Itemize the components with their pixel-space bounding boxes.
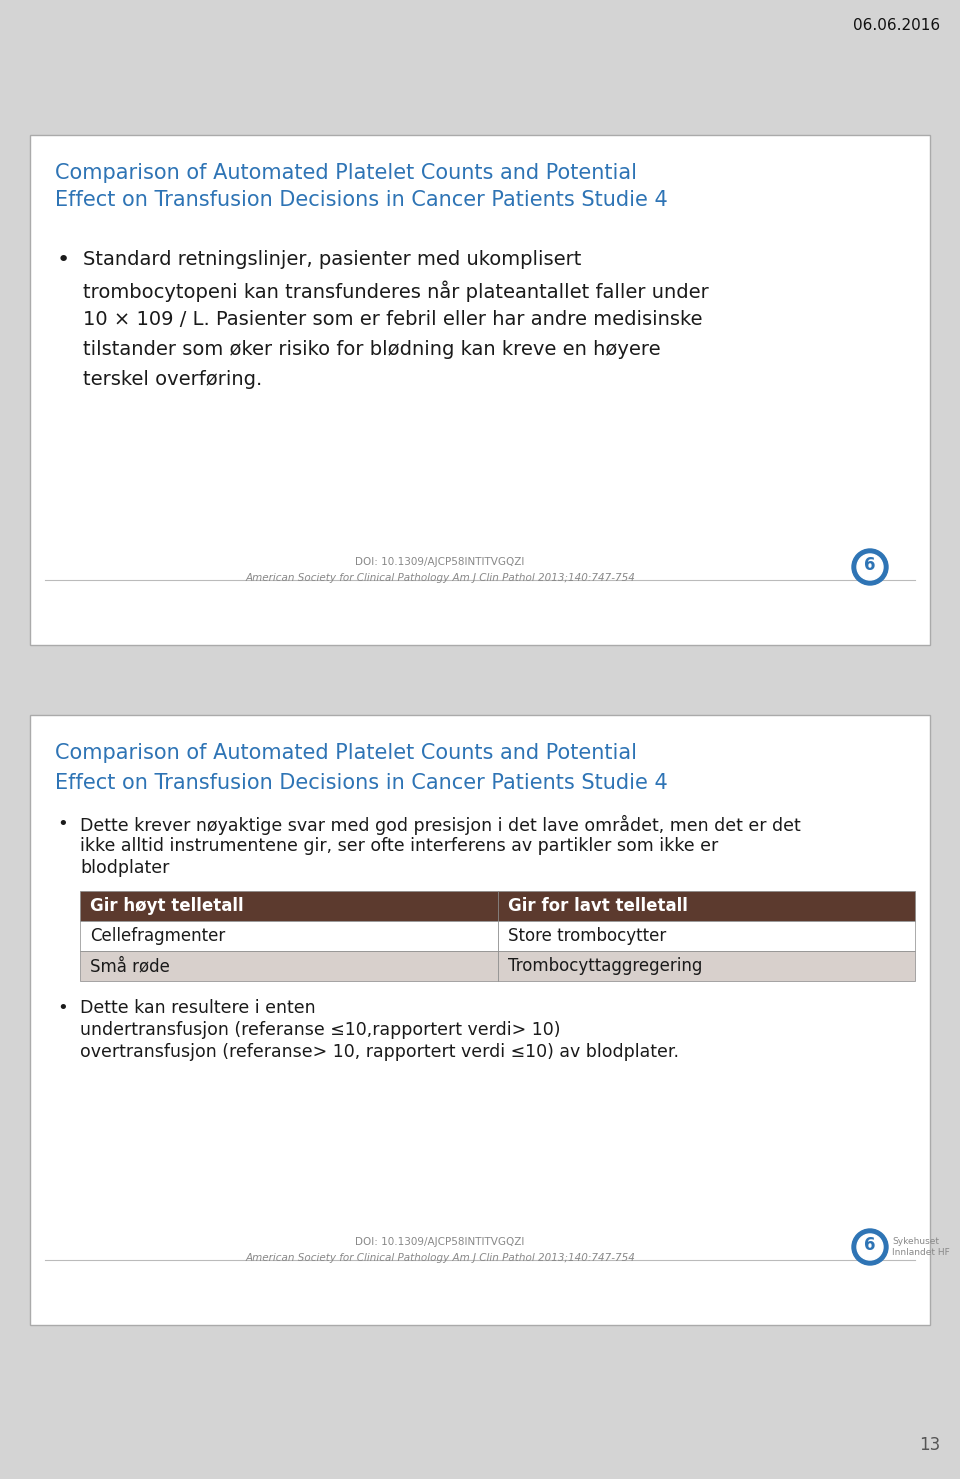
Text: DOI: 10.1309/AJCP58INTITVGQZI: DOI: 10.1309/AJCP58INTITVGQZI (355, 1236, 525, 1247)
Text: 6: 6 (864, 556, 876, 574)
Text: DOI: 10.1309/AJCP58INTITVGQZI: DOI: 10.1309/AJCP58INTITVGQZI (355, 558, 525, 566)
Text: terskel overføring.: terskel overføring. (83, 370, 262, 389)
Text: Dette krever nøyaktige svar med god presisjon i det lave området, men det er det: Dette krever nøyaktige svar med god pres… (80, 815, 801, 836)
Text: undertransfusjon (referanse ≤10,rapportert verdi> 10): undertransfusjon (referanse ≤10,rapporte… (80, 1021, 561, 1040)
Bar (80, 890, 497, 921)
Text: •: • (57, 250, 70, 271)
Text: Standard retningslinjer, pasienter med ukomplisert: Standard retningslinjer, pasienter med u… (83, 250, 582, 269)
Text: American Society for Clinical Pathology Am J Clin Pathol 2013;140:747-754: American Society for Clinical Pathology … (245, 572, 635, 583)
Text: Effect on Transfusion Decisions in Cancer Patients Studie 4: Effect on Transfusion Decisions in Cance… (55, 189, 668, 210)
Text: ikke alltid instrumentene gir, ser ofte interferens av partikler som ikke er: ikke alltid instrumentene gir, ser ofte … (80, 837, 718, 855)
Text: Små røde: Små røde (90, 957, 170, 975)
Circle shape (857, 555, 883, 580)
Bar (30, 714, 930, 1325)
Circle shape (852, 549, 888, 586)
Text: Trombocyttaggregering: Trombocyttaggregering (508, 957, 702, 975)
Bar (30, 135, 930, 645)
Bar (497, 890, 915, 921)
Text: Comparison of Automated Platelet Counts and Potential: Comparison of Automated Platelet Counts … (55, 742, 637, 763)
Text: tilstander som øker risiko for blødning kan kreve en høyere: tilstander som øker risiko for blødning … (83, 340, 660, 359)
Text: 6: 6 (864, 1236, 876, 1254)
Bar (497, 921, 915, 951)
Text: Gir for lavt telletall: Gir for lavt telletall (508, 896, 687, 916)
Text: trombocytopeni kan transfunderes når plateantallet faller under: trombocytopeni kan transfunderes når pla… (83, 280, 708, 302)
Bar (497, 951, 915, 981)
Text: American Society for Clinical Pathology Am J Clin Pathol 2013;140:747-754: American Society for Clinical Pathology … (245, 1253, 635, 1263)
Text: •: • (57, 815, 68, 833)
Text: Store trombocytter: Store trombocytter (508, 927, 665, 945)
Bar (80, 921, 497, 951)
Text: 10 × 109 / L. Pasienter som er febril eller har andre medisinske: 10 × 109 / L. Pasienter som er febril el… (83, 311, 703, 328)
Text: blodplater: blodplater (80, 859, 169, 877)
Text: overtransfusjon (referanse> 10, rapportert verdi ≤10) av blodplater.: overtransfusjon (referanse> 10, rapporte… (80, 1043, 679, 1060)
Circle shape (852, 1229, 888, 1265)
Circle shape (857, 1233, 883, 1260)
Bar (80, 951, 497, 981)
Text: Cellefragmenter: Cellefragmenter (90, 927, 226, 945)
Text: 06.06.2016: 06.06.2016 (852, 18, 940, 33)
Text: Gir høyt telletall: Gir høyt telletall (90, 896, 244, 916)
Text: Dette kan resultere i enten: Dette kan resultere i enten (80, 998, 316, 1018)
Text: Comparison of Automated Platelet Counts and Potential: Comparison of Automated Platelet Counts … (55, 163, 637, 183)
Text: Effect on Transfusion Decisions in Cancer Patients Studie 4: Effect on Transfusion Decisions in Cance… (55, 774, 668, 793)
Text: 13: 13 (919, 1436, 940, 1454)
Text: Sykehuset
Innlandet HF: Sykehuset Innlandet HF (892, 1238, 949, 1257)
Text: •: • (57, 998, 68, 1018)
